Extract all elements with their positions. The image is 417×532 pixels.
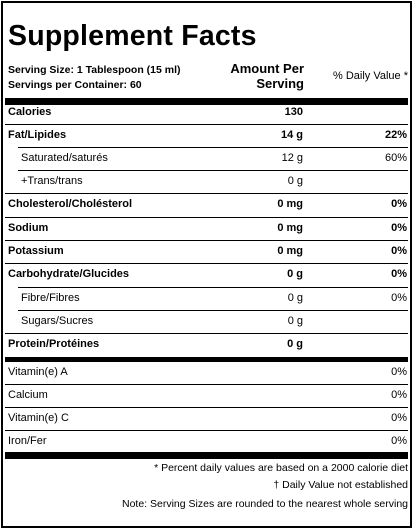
nutrient-daily-value: 22% (384, 129, 407, 141)
nutrient-row: Sodium 0 mg 0% (0, 217, 411, 240)
nutrient-name: Fibre/Fibres (21, 292, 80, 304)
row-divider (18, 146, 408, 148)
nutrient-row: Potassium 0 mg 0% (0, 240, 411, 263)
vitamin-row: Vitamin(e) C 0% (0, 407, 411, 430)
vitamin-daily-value: 0% (391, 435, 407, 447)
footnote-daily-value: † Daily Value not established (273, 479, 408, 491)
row-divider (5, 216, 408, 218)
footnote-percent: * Percent daily values are based on a 20… (154, 462, 408, 474)
vitamin-daily-value: 0% (391, 366, 407, 378)
nutrient-daily-value: 60% (384, 152, 407, 164)
vitamin-row: Iron/Fer 0% (0, 430, 411, 453)
vitamin-name: Vitamin(e) A (8, 366, 68, 378)
row-divider (18, 309, 408, 311)
nutrient-row: Sugars/Sucres 0 g (0, 310, 411, 333)
nutrient-name: Sugars/Sucres (21, 315, 94, 327)
nutrient-name: Calories (8, 106, 52, 118)
footnote-rounding: Note: Serving Sizes are rounded to the n… (122, 498, 408, 510)
vitamin-name: Calcium (8, 389, 48, 401)
serving-info: Serving Size: 1 Tablespoon (15 ml) Servi… (8, 63, 181, 93)
nutrient-row: Protein/Protéines 0 g (0, 333, 411, 356)
nutrient-row: Carbohydrate/Glucides 0 g 0% (0, 263, 411, 286)
row-divider (5, 429, 408, 431)
header-divider (5, 98, 408, 105)
nutrient-name: Saturated/saturés (21, 152, 108, 164)
nutrient-row: Calories 130 (0, 101, 411, 124)
nutrient-amount: 0 mg (277, 222, 303, 234)
row-divider (5, 383, 408, 385)
nutrient-name: Cholesterol/Cholésterol (8, 198, 133, 210)
row-divider (5, 192, 408, 194)
nutrient-amount: 12 g (281, 152, 303, 164)
nutrient-name: Protein/Protéines (8, 338, 100, 350)
vitamin-row: Vitamin(e) A 0% (0, 361, 411, 384)
servings-per-container: Servings per Container: 60 (8, 79, 142, 91)
nutrient-name: +Trans/trans (21, 175, 83, 187)
nutrient-daily-value: 0% (391, 222, 407, 234)
vitamin-daily-value: 0% (391, 389, 407, 401)
nutrient-daily-value: 0% (391, 268, 407, 280)
row-divider (18, 169, 408, 171)
vitamin-row: Calcium 0% (0, 384, 411, 407)
amount-header-line2: Serving (256, 76, 304, 91)
footer-divider (5, 452, 408, 459)
nutrient-amount: 14 g (280, 129, 303, 141)
nutrient-row: Cholesterol/Cholésterol 0 mg 0% (0, 193, 411, 216)
serving-size: Serving Size: 1 Tablespoon (15 ml) (8, 64, 181, 76)
daily-value-header: % Daily Value * (333, 70, 408, 82)
nutrient-amount: 0 g (287, 315, 303, 327)
vitamin-daily-value: 0% (391, 412, 407, 424)
nutrient-amount: 0 g (287, 292, 303, 304)
nutrient-daily-value: 0% (391, 245, 407, 257)
panel-title: Supplement Facts (8, 20, 257, 52)
row-divider (18, 286, 408, 288)
row-divider (5, 262, 408, 264)
vitamin-divider (5, 357, 408, 362)
row-divider (5, 406, 408, 408)
nutrient-amount: 0 g (287, 268, 303, 280)
vitamin-name: Vitamin(e) C (8, 412, 69, 424)
nutrient-amount: 0 g (287, 338, 303, 350)
supplement-facts-panel (1, 1, 412, 528)
amount-header-line1: Amount Per (230, 61, 304, 76)
nutrient-name: Fat/Lipides (8, 129, 67, 141)
row-divider (5, 332, 408, 334)
nutrient-name: Sodium (8, 222, 49, 234)
nutrient-amount: 130 (284, 106, 303, 118)
nutrient-amount: 0 g (287, 175, 303, 187)
nutrient-row: Fat/Lipides 14 g 22% (0, 124, 411, 147)
vitamin-name: Iron/Fer (8, 435, 47, 447)
amount-header: Amount Per Serving (218, 61, 304, 91)
nutrient-daily-value: 0% (391, 198, 407, 210)
nutrient-row: +Trans/trans 0 g (0, 170, 411, 193)
row-divider (5, 123, 408, 125)
nutrient-amount: 0 mg (277, 198, 303, 210)
nutrient-amount: 0 mg (277, 245, 303, 257)
nutrient-daily-value: 0% (391, 292, 407, 304)
nutrient-name: Carbohydrate/Glucides (8, 268, 130, 280)
nutrient-name: Potassium (8, 245, 64, 257)
row-divider (5, 239, 408, 241)
nutrient-row: Saturated/saturés 12 g 60% (0, 147, 411, 170)
nutrient-row: Fibre/Fibres 0 g 0% (0, 287, 411, 310)
